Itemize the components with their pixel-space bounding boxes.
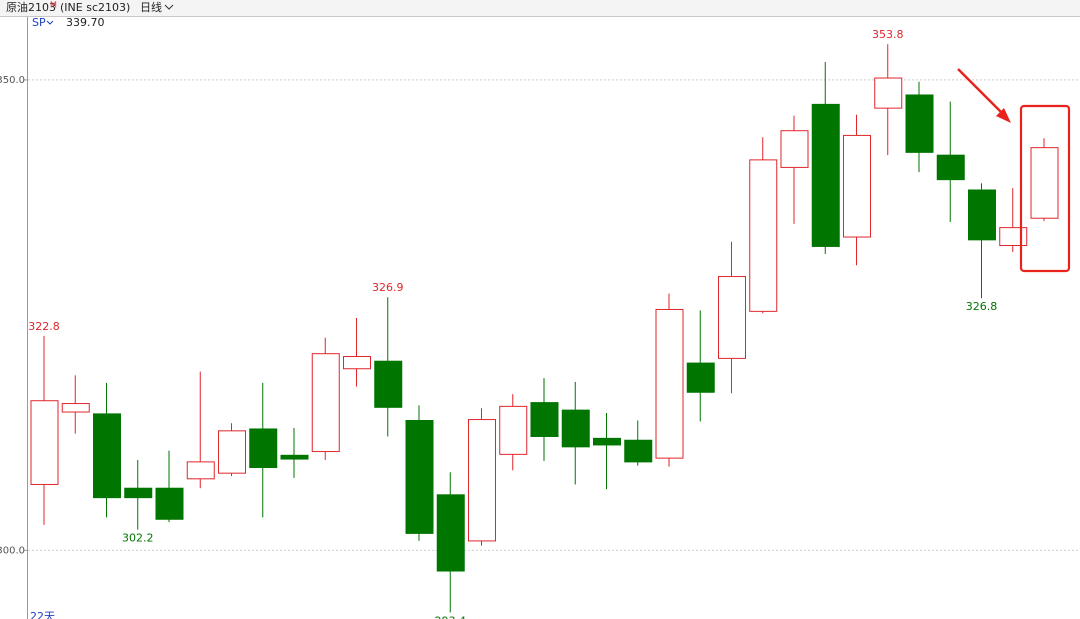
footer: 22天 [30, 610, 55, 619]
candle-body [561, 409, 590, 448]
candle-body [499, 405, 528, 455]
low-label: 302.2 [122, 532, 154, 545]
candle-body [405, 419, 434, 534]
candle-body [968, 189, 996, 241]
candle-body [436, 494, 465, 572]
candle-body [124, 487, 153, 499]
candle-body [93, 413, 121, 499]
candle-body [905, 94, 934, 153]
candle-body [811, 103, 840, 247]
title: 原油2103 [6, 0, 56, 14]
y-tick-label: 350.0 [0, 75, 25, 86]
candle-body [749, 159, 778, 312]
candle-body [30, 400, 59, 485]
high-label: 326.9 [372, 281, 404, 294]
candle-body [936, 154, 965, 181]
candle-body [593, 437, 621, 446]
arrow-shaft [957, 68, 1005, 116]
candle-body [780, 130, 809, 168]
candle-body [874, 77, 903, 109]
candle-body [155, 487, 184, 520]
candle-body [343, 356, 371, 370]
candle-body [999, 227, 1028, 246]
low-label: 326.8 [966, 300, 998, 313]
candle-body [1030, 147, 1059, 219]
plot: 300.0 350.0 [0, 44, 1080, 613]
low-label: 293.4 [435, 614, 467, 619]
candle-body [624, 439, 653, 463]
indicator-value: 339.70 [66, 16, 105, 29]
candle-body [655, 308, 684, 459]
candle-body [530, 402, 559, 437]
indicator-dropdown[interactable] [46, 20, 54, 25]
arrow-head [996, 108, 1011, 123]
candle-body [218, 430, 246, 474]
high-label: 353.8 [872, 28, 904, 41]
candle-body [718, 276, 746, 359]
candle-body [686, 362, 715, 393]
indicator-name[interactable]: SP [32, 16, 46, 29]
candle-body [468, 419, 496, 542]
title-mark: M [50, 1, 57, 10]
candle-body [61, 403, 90, 413]
subtitle: (INE sc2103) [60, 1, 130, 14]
candle-body [374, 360, 403, 408]
high-label: 322.8 [28, 320, 60, 333]
candle-body [280, 454, 309, 460]
header-bar [0, 0, 1080, 16]
candle-body [843, 134, 871, 238]
candle-body [311, 353, 340, 453]
period-dropdown[interactable] [164, 4, 174, 10]
candle-body [186, 461, 215, 480]
period[interactable]: 日线 [140, 0, 162, 14]
candle-body [249, 428, 278, 469]
y-tick-label: 300.0 [0, 545, 25, 556]
highlight-box [1019, 104, 1071, 273]
